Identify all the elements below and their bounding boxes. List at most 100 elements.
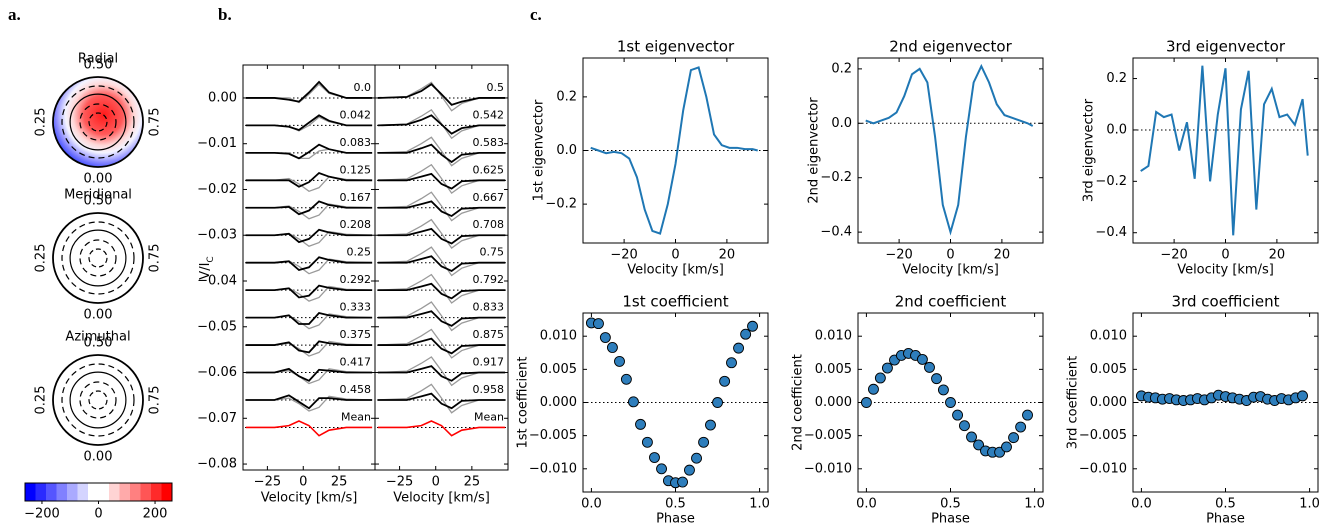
- model-profile: [377, 356, 506, 387]
- y-tick-label: −0.04: [197, 274, 237, 289]
- model-profile: [245, 175, 373, 193]
- x-axis-label: Phase: [931, 512, 970, 527]
- y-tick-label: 0.0: [556, 143, 577, 158]
- y-tick-label: −0.010: [529, 461, 577, 476]
- colorbar-tick-label: −200: [24, 507, 60, 522]
- model-profile: [377, 218, 506, 249]
- point: [1008, 432, 1020, 444]
- x-tick-label: 0.5: [665, 497, 686, 512]
- y-axis-label: 3rd eigenvector: [1082, 98, 1097, 202]
- line: [1140, 65, 1309, 236]
- y-tick-label: −0.01: [197, 136, 237, 151]
- phase-label: 0.958: [473, 383, 505, 396]
- map-ring: [88, 112, 108, 132]
- phase-label: 0.0: [354, 81, 372, 94]
- observed-profile: [377, 365, 506, 382]
- x-tick-label: 25: [331, 475, 348, 490]
- y-tick-label: 0.2: [1106, 71, 1127, 86]
- phase-label: 0.625: [473, 163, 505, 176]
- x-tick-label: 0: [671, 248, 679, 263]
- point: [712, 397, 723, 408]
- y-axis-label: V/IC: [198, 256, 216, 279]
- model-profile: [377, 191, 506, 222]
- observed-profile: [245, 171, 373, 188]
- point: [924, 361, 935, 373]
- x-tick-label: 0.0: [581, 497, 602, 512]
- observed-profile: [377, 172, 506, 190]
- point: [628, 396, 639, 408]
- point: [641, 436, 653, 448]
- y-tick-label: −0.02: [197, 182, 237, 197]
- point: [1015, 421, 1027, 433]
- map-ring: [79, 381, 117, 419]
- point: [599, 332, 611, 343]
- point: [684, 464, 695, 476]
- map-ring: [69, 229, 127, 287]
- map-disk: [53, 213, 143, 303]
- x-tick-label: −25: [254, 475, 281, 490]
- phase-label: 0.708: [473, 218, 505, 231]
- point: [705, 419, 716, 431]
- y-tick-label: 0.010: [540, 329, 577, 344]
- colorbar-cell: [161, 483, 173, 501]
- y-axis-label: 3rd coefficient: [1066, 356, 1081, 450]
- map-ring: [69, 371, 127, 429]
- point: [1297, 390, 1308, 402]
- phase-label: 0.125: [340, 163, 372, 176]
- observed-profile: [245, 80, 373, 103]
- model-profile: [377, 328, 506, 359]
- point: [860, 397, 872, 408]
- phase-label: 0.083: [340, 136, 372, 149]
- phase-label: 0.542: [473, 108, 505, 121]
- x-tick-label: 1.0: [749, 497, 770, 512]
- model-profile: [377, 246, 506, 277]
- phase-label: 0.75: [148, 108, 163, 137]
- phase-label: 0.583: [473, 136, 505, 149]
- model-profile: [377, 163, 506, 195]
- x-tick-label: −20: [885, 248, 912, 263]
- map-ring: [69, 93, 127, 151]
- x-axis-label: Velocity [km/s]: [261, 491, 358, 506]
- observed-profile: [377, 143, 506, 164]
- y-tick-label: 0.005: [815, 362, 852, 377]
- model-profile: [377, 136, 506, 167]
- colorbar-cell: [151, 483, 162, 501]
- map-disk: [53, 355, 143, 445]
- map-ring: [52, 354, 144, 446]
- phase-label: 0.75: [480, 246, 505, 259]
- map-ring: [52, 212, 144, 304]
- phase-label: 0.292: [340, 273, 372, 286]
- x-tick-label: 0: [946, 248, 954, 263]
- x-axis-label: Velocity [km/s]: [393, 491, 490, 506]
- phase-label: 0.375: [340, 328, 372, 341]
- colorbar-cell: [109, 483, 120, 501]
- observed-profile: [245, 394, 373, 410]
- map-title: Azimuthal: [65, 330, 130, 345]
- x-tick-label: 0.5: [1215, 497, 1236, 512]
- y-tick-label: 0.2: [831, 61, 852, 76]
- y-tick-label: −0.010: [804, 461, 852, 476]
- y-tick-label: 0.00: [208, 90, 237, 105]
- point: [649, 452, 660, 463]
- subplot-title: 2nd coefficient: [895, 293, 1007, 311]
- x-axis-label: Phase: [1206, 512, 1245, 527]
- map-ring: [61, 85, 135, 159]
- panel-label: a.: [8, 5, 21, 24]
- observed-profile: [377, 255, 506, 272]
- phase-label: Mean: [341, 410, 371, 423]
- observed-profile: [377, 310, 506, 327]
- map-title: Meridional: [64, 188, 132, 203]
- y-axis-label: 2nd coefficient: [791, 354, 806, 451]
- mean-profile: [377, 420, 506, 437]
- x-tick-label: 1.0: [1024, 497, 1045, 512]
- colorbar-cell: [88, 483, 99, 501]
- x-axis-label: Velocity [km/s]: [627, 263, 724, 278]
- phase-label: 0.50: [84, 336, 113, 351]
- observed-profile: [377, 114, 506, 135]
- colorbar-cell: [46, 483, 57, 501]
- colorbar-cell: [25, 483, 36, 501]
- phase-label: 0.333: [340, 301, 372, 314]
- y-tick-label: −0.010: [1079, 461, 1127, 476]
- point: [931, 373, 942, 385]
